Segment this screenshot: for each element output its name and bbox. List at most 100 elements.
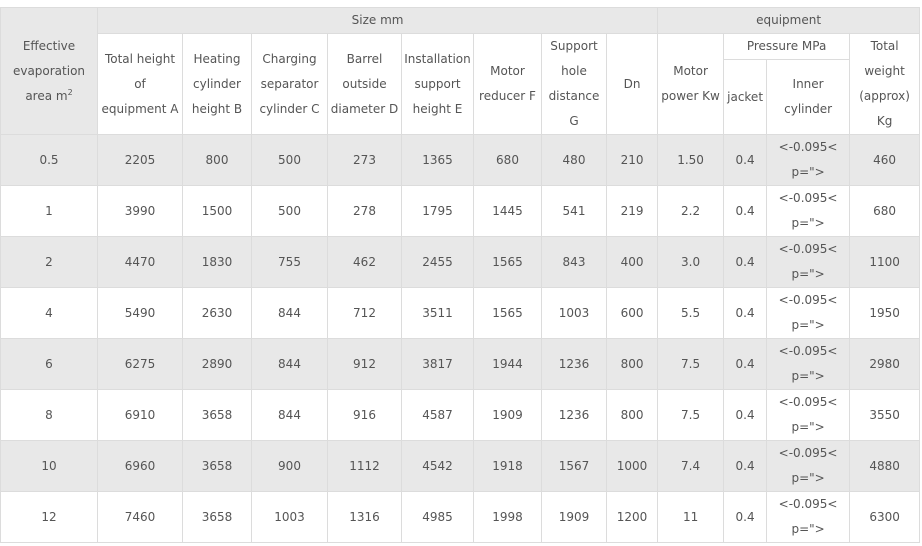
table-cell: 1003: [541, 287, 607, 339]
table-cell: 5490: [97, 287, 183, 339]
table-cell: 680: [849, 185, 921, 237]
table-row: 10 6960 3658 900 1112 4542 1918 1567 1000 7.4 0.4 <…: [0, 440, 921, 492]
table-cell: 900: [251, 440, 328, 492]
table-cell: <-0.095< p=">: [766, 236, 851, 288]
header-barrel-diameter: Barrel outside diameter D: [327, 33, 402, 135]
table-cell: 1445: [473, 185, 542, 237]
table-cell: 0.4: [723, 338, 768, 390]
table-cell: 0.4: [723, 491, 768, 543]
header-equipment-group: equipment: [657, 7, 921, 34]
table-row: 12 7460 3658 1003 1316 4985 1998 1909 1200 11 0.4 <…: [0, 491, 921, 543]
table-cell: <-0.095< p=">: [766, 491, 851, 543]
table-cell: 1500: [182, 185, 252, 237]
table-cell: 800: [182, 134, 252, 186]
table-cell: 8: [0, 389, 98, 441]
table-cell: 1918: [473, 440, 542, 492]
table-cell: 1365: [401, 134, 474, 186]
table-cell: 400: [605, 236, 659, 288]
table-cell: 500: [251, 185, 328, 237]
table-row: 1 3990 1500 500 278 1795 1445 541 219 2.2 0.4 <-0.0…: [0, 185, 921, 237]
table-cell: 1909: [473, 389, 542, 441]
table-cell: 0.4: [723, 389, 768, 441]
table-cell: 912: [327, 338, 402, 390]
table-cell: 1236: [541, 389, 607, 441]
table-cell: 6: [0, 338, 98, 390]
table-cell: 600: [605, 287, 659, 339]
header-pressure-group: Pressure MPa: [723, 33, 851, 60]
table-cell: 844: [251, 287, 328, 339]
header-heating-cylinder: Heating cylinder height B: [182, 33, 252, 135]
specification-table: Effective evaporation area m2 Size mm eq…: [0, 7, 921, 543]
table-cell: 12: [0, 491, 98, 543]
table-cell: 1003: [251, 491, 328, 543]
header-area-text: Effective evaporation area m: [12, 38, 86, 103]
table-cell: 755: [251, 236, 328, 288]
table-cell: 541: [541, 185, 607, 237]
table-cell: 3658: [182, 491, 252, 543]
table-cell: 916: [327, 389, 402, 441]
table-row: 4 5490 2630 844 712 3511 1565 1003 600 5.5 0.4 <-0.…: [0, 287, 921, 339]
table-cell: 2980: [849, 338, 921, 390]
table-cell: 278: [327, 185, 402, 237]
table-cell: 1112: [327, 440, 402, 492]
header-motor-reducer: Motor reducer F: [473, 33, 542, 135]
table-cell: 11: [657, 491, 725, 543]
header-total-weight: Total weight (approx) Kg: [849, 33, 921, 135]
table-row: 0.5 2205 800 500 273 1365 680 480 210 1.50 0.4 <-0.…: [0, 134, 921, 186]
table-cell: 0.4: [723, 287, 768, 339]
table-cell: 1316: [327, 491, 402, 543]
table-cell: 1950: [849, 287, 921, 339]
header-inner-cylinder: Inner cylinder: [766, 59, 851, 135]
table-cell: 4880: [849, 440, 921, 492]
table-cell: 1236: [541, 338, 607, 390]
table-cell: 1565: [473, 236, 542, 288]
table-cell: 462: [327, 236, 402, 288]
table-cell: 4985: [401, 491, 474, 543]
table-cell: 3.0: [657, 236, 725, 288]
table-cell: 3817: [401, 338, 474, 390]
table-cell: 7.5: [657, 338, 725, 390]
table-cell: 2.2: [657, 185, 725, 237]
table-cell: 3511: [401, 287, 474, 339]
table-cell: 480: [541, 134, 607, 186]
table-cell: 1.50: [657, 134, 725, 186]
table-cell: 1200: [605, 491, 659, 543]
table-cell: 1795: [401, 185, 474, 237]
table-cell: 4470: [97, 236, 183, 288]
table-cell: 1909: [541, 491, 607, 543]
table-cell: 800: [605, 389, 659, 441]
table-cell: 800: [605, 338, 659, 390]
table-cell: 1565: [473, 287, 542, 339]
table-row: 2 4470 1830 755 462 2455 1565 843 400 3.0 0.4 <-0.0…: [0, 236, 921, 288]
table-cell: 1000: [605, 440, 659, 492]
header-installation-support: Installation support height E: [401, 33, 474, 135]
table-cell: 1567: [541, 440, 607, 492]
table-cell: 3550: [849, 389, 921, 441]
header-support-hole: Support hole distance G: [541, 33, 607, 135]
table-cell: 219: [605, 185, 659, 237]
table-cell: 273: [327, 134, 402, 186]
table-cell: <-0.095< p=">: [766, 389, 851, 441]
header-dn: Dn: [605, 33, 659, 135]
header-motor-power: Motor power Kw: [657, 33, 725, 135]
table-cell: 10: [0, 440, 98, 492]
table-cell: 2890: [182, 338, 252, 390]
header-size-group: Size mm: [96, 7, 659, 34]
table-cell: 2630: [182, 287, 252, 339]
table-cell: 712: [327, 287, 402, 339]
table-cell: 0.4: [723, 236, 768, 288]
table-cell: 6910: [97, 389, 183, 441]
table-cell: 1944: [473, 338, 542, 390]
table-cell: <-0.095< p=">: [766, 440, 851, 492]
table-cell: 0.5: [0, 134, 98, 186]
table-row: 6 6275 2890 844 912 3817 1944 1236 800 7.5 0.4 <-0.…: [0, 338, 921, 390]
table-cell: 7.5: [657, 389, 725, 441]
header-area-sup: 2: [67, 87, 73, 97]
table-cell: 7460: [97, 491, 183, 543]
table-cell: <-0.095< p=">: [766, 185, 851, 237]
table-cell: 2455: [401, 236, 474, 288]
table-cell: 1100: [849, 236, 921, 288]
table-cell: 1830: [182, 236, 252, 288]
header-area: Effective evaporation area m2: [0, 7, 98, 135]
table-cell: 4587: [401, 389, 474, 441]
